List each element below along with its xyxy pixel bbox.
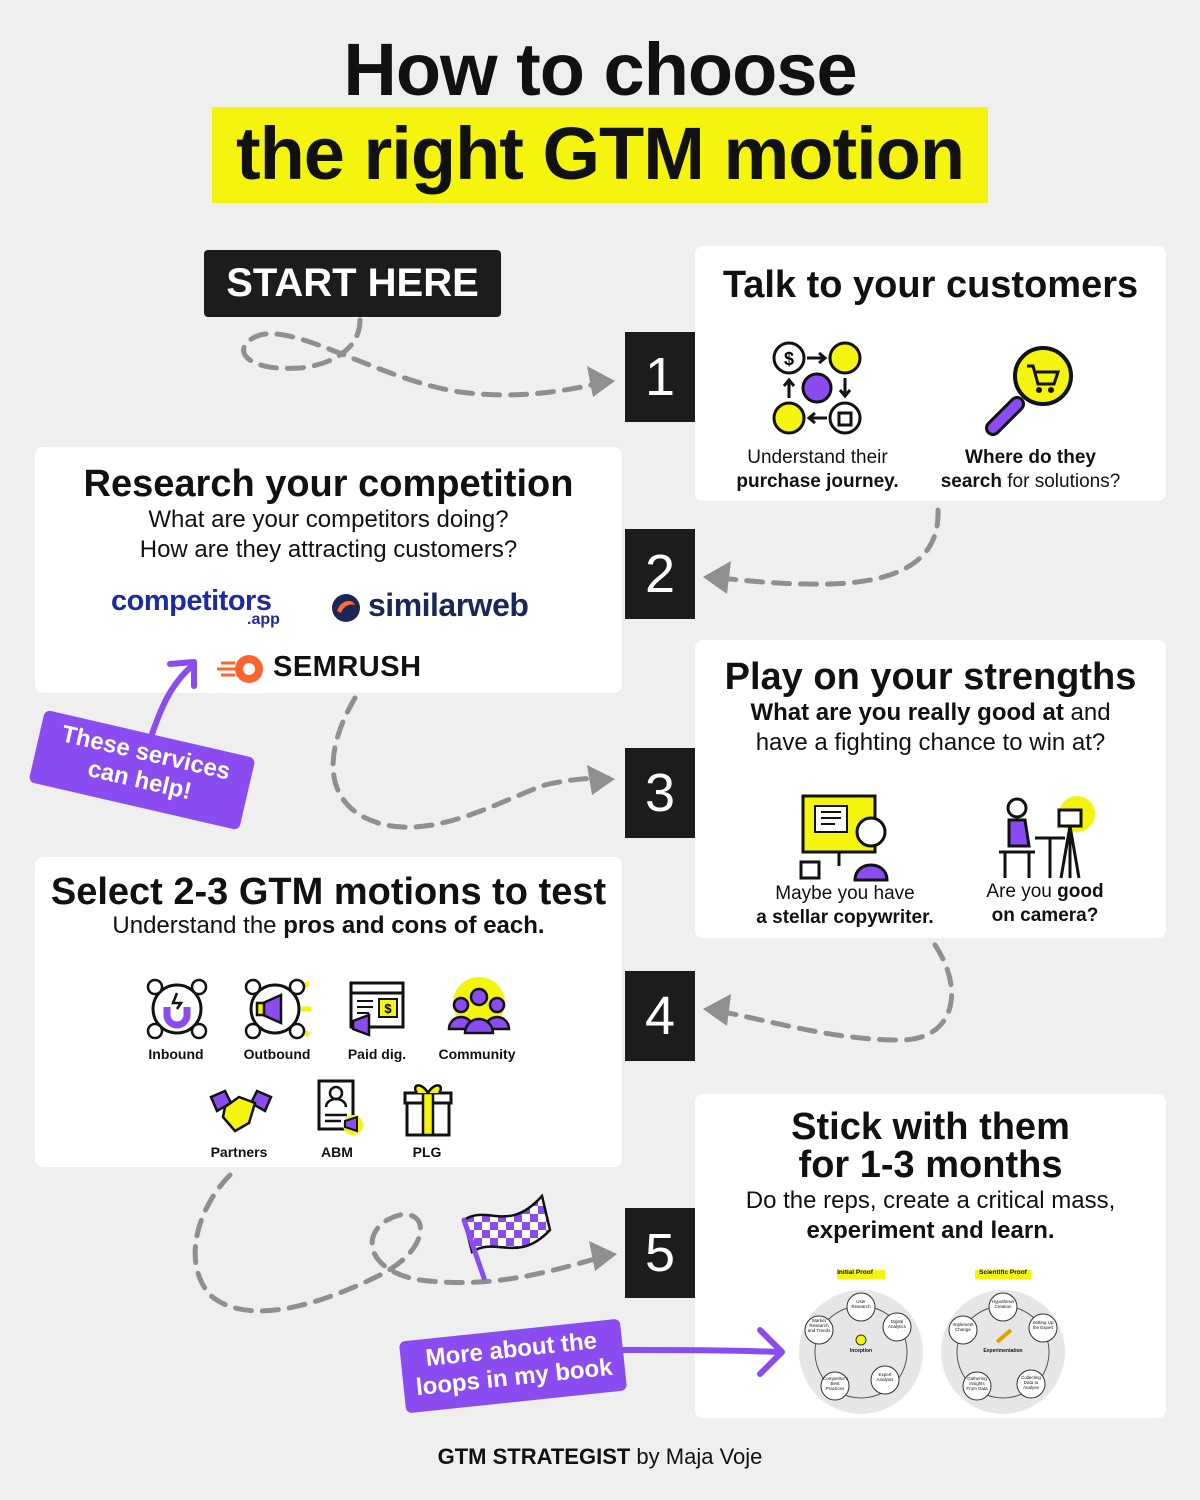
loop-left-center: Inception <box>849 1348 873 1354</box>
step-3-subtitle-1: What are you really good at and <box>695 698 1166 728</box>
subtitle-bold-part: What are you really good at <box>750 699 1064 726</box>
subtitle-bold-part: pros and cons of each. <box>283 912 545 939</box>
motion-label-community: Community <box>438 1046 516 1062</box>
inbound-icon <box>146 978 208 1040</box>
loop-node: Hypothesis Creation <box>991 1299 1015 1309</box>
motion-label-inbound: Inbound <box>148 1046 204 1062</box>
purchase-journey-icon: $ <box>772 341 862 435</box>
caption-rest-part: for solutions? <box>1001 471 1121 492</box>
step-1-title: Talk to your customers <box>722 264 1139 306</box>
step-5-title-line-1: Stick with them <box>791 1106 1070 1148</box>
step-5-subtitle-1: Do the reps, create a critical mass, <box>745 1187 1116 1214</box>
motion-label-abm: ABM <box>321 1144 353 1160</box>
step-3-number: 3 <box>625 748 695 838</box>
step-3-title: Play on your strengths <box>724 656 1137 698</box>
loop-left-title: Initial Proof <box>837 1269 873 1276</box>
checkered-flag-icon <box>461 1193 552 1281</box>
step-3-card: Play on your strengths What are you real… <box>695 640 1166 938</box>
loop-right-title: Scientific Proof <box>979 1269 1027 1276</box>
step-1-item-1-caption: Understand their purchase journey. <box>695 446 940 494</box>
caption-line-bold: purchase journey. <box>736 471 899 492</box>
caption-line-bold: a stellar copywriter. <box>756 907 934 928</box>
caption-line: Understand their <box>747 447 888 468</box>
subtitle-rest-part: and <box>1063 699 1111 726</box>
caption-bold-part: good <box>1057 881 1104 902</box>
step-4-subtitle: Understand the pros and cons of each. <box>35 911 622 941</box>
svg-text:$: $ <box>784 349 794 369</box>
step-4-number: 4 <box>625 971 695 1061</box>
abm-icon <box>317 1079 363 1135</box>
loop-node: Digital Analytics <box>887 1319 906 1329</box>
loop-node: Setting Up the Expert <box>1032 1320 1054 1330</box>
step-4-title: Select 2-3 GTM motions to test <box>50 871 607 913</box>
title-highlight <box>212 107 988 203</box>
step-1-number: 1 <box>625 332 695 422</box>
community-icon <box>447 977 511 1035</box>
camera-person-icon <box>999 796 1095 879</box>
caption-line: search for solutions? <box>923 470 1138 494</box>
footer-author: by Maja Voje <box>630 1444 763 1469</box>
step-1-card: Talk to your customers $ Understand thei… <box>695 246 1166 501</box>
start-here-label: START HERE <box>204 250 501 317</box>
step-3-subtitle-2: have a fighting chance to win at? <box>755 729 1106 756</box>
loop-node: Implement Change <box>952 1322 974 1332</box>
motion-label-outbound: Outbound <box>243 1046 311 1062</box>
step-5-card: Stick with them for 1-3 months Do the re… <box>695 1094 1166 1418</box>
loop-node: Market Research and Trends <box>807 1318 831 1333</box>
step-2-subtitle-1: What are your competitors doing? <box>148 506 509 533</box>
plg-gift-icon <box>403 1084 453 1137</box>
loop-right-center: Experimentation <box>983 1348 1023 1354</box>
semrush-logo: SEMRUSH <box>273 651 422 683</box>
similarweb-logo: similarweb <box>368 587 529 623</box>
step-4-card: Select 2-3 GTM motions to test Understan… <box>35 857 622 1167</box>
similarweb-logo-icon <box>332 594 360 622</box>
step-2-number: 2 <box>625 529 695 619</box>
footer-credit: GTM STRATEGIST by Maja Voje <box>0 1444 1200 1470</box>
copywriter-icon <box>799 794 889 882</box>
step-2-subtitle-2: How are they attracting customers? <box>139 536 518 563</box>
svg-text:$: $ <box>384 1001 392 1016</box>
paid-digital-icon: $ <box>349 981 405 1037</box>
step-3-item-2-caption: Are you good on camera? <box>965 880 1125 928</box>
competitors-app-logo-suffix: .app <box>247 611 280 628</box>
caption-plain-part: Are you <box>986 881 1058 902</box>
caption-bold-part: search <box>940 471 1002 492</box>
loop-node: Collecting Data to Analyse <box>1021 1375 1041 1390</box>
caption-line-bold: Where do they <box>965 447 1096 468</box>
step-5-number: 5 <box>625 1208 695 1298</box>
semrush-logo-icon <box>217 655 263 683</box>
caption-line: Maybe you have <box>775 883 915 904</box>
motion-label-partners: Partners <box>210 1144 268 1160</box>
title-line-1: How to choose <box>343 28 857 111</box>
step-5-subtitle-2: experiment and learn. <box>806 1217 1055 1244</box>
title-line-2: the right GTM motion <box>235 112 965 195</box>
magnifier-cart-icon <box>985 346 1073 436</box>
step-1-item-2-caption: Where do they search for solutions? <box>923 446 1138 494</box>
caption-line: Are you good <box>965 880 1125 904</box>
motion-label-plg: PLG <box>412 1144 442 1160</box>
motion-label-paid-digital: Paid dig. <box>347 1046 407 1062</box>
subtitle-plain-part: Understand the <box>112 912 284 939</box>
partners-handshake-icon <box>209 1089 273 1133</box>
outbound-icon <box>244 978 311 1040</box>
loop-node: Expert Analysis <box>876 1372 894 1382</box>
footer-brand: GTM STRATEGIST <box>437 1444 631 1469</box>
loop-node: Competitor's Best Practices <box>823 1376 849 1391</box>
proof-loops-diagram <box>799 1270 1065 1414</box>
step-5-title-line-2: for 1-3 months <box>798 1144 1063 1186</box>
competitors-app-logo: competitors <box>111 585 272 617</box>
step-2-card: Research your competition What are your … <box>35 447 622 693</box>
loop-node: User Research <box>851 1299 871 1309</box>
loop-node: Gathering Insights From Data <box>966 1376 988 1391</box>
caption-line-bold: on camera? <box>991 905 1099 926</box>
step-2-title: Research your competition <box>83 463 574 505</box>
step-3-item-1-caption: Maybe you have a stellar copywriter. <box>735 882 955 930</box>
